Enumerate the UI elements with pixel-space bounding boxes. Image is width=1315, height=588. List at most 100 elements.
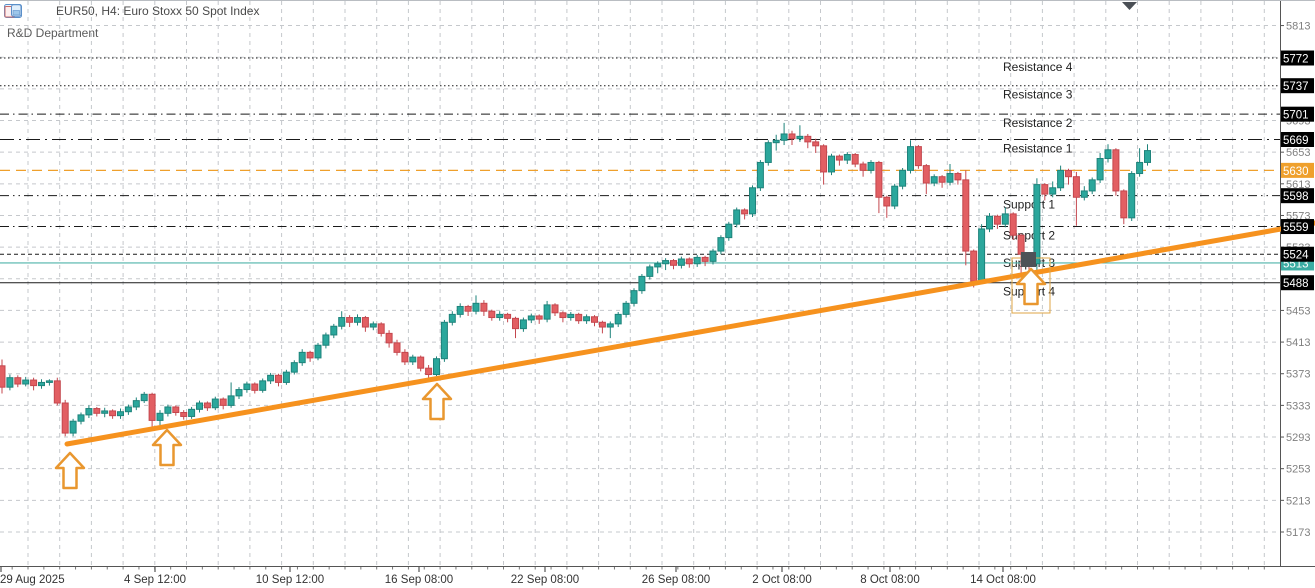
candle	[7, 378, 13, 387]
level-label: Support 1	[1003, 198, 1055, 212]
candle	[599, 322, 605, 327]
candle	[1145, 151, 1151, 163]
candle	[1034, 185, 1040, 264]
candle	[473, 303, 479, 311]
price-tick-label: 5293	[1286, 432, 1310, 444]
candle	[1089, 180, 1095, 191]
candle	[813, 142, 819, 146]
candle	[189, 409, 195, 416]
level-label: Resistance 2	[1003, 116, 1073, 130]
price-badge-label: 5598	[1283, 191, 1309, 203]
time-tick-label: 29 Aug 2025	[0, 574, 65, 586]
candle	[402, 352, 408, 361]
price-badge-label: 5559	[1283, 222, 1309, 234]
candle	[102, 411, 108, 413]
candle	[923, 166, 929, 183]
price-tick-label: 5413	[1286, 337, 1310, 349]
candle	[465, 306, 471, 311]
candle	[347, 318, 353, 323]
candle	[181, 413, 187, 417]
one-click-trading-icon[interactable]	[28, 4, 46, 18]
candle	[133, 401, 139, 407]
candle	[362, 318, 368, 327]
candle	[987, 216, 993, 229]
selection-handle[interactable]	[1021, 252, 1036, 267]
up-arrow-icon[interactable]	[153, 430, 181, 465]
candle	[157, 413, 163, 420]
candle	[908, 147, 914, 171]
candle	[1073, 177, 1079, 198]
candle	[110, 411, 116, 416]
candle	[663, 261, 669, 264]
trendline[interactable]	[67, 223, 1315, 444]
candle	[726, 224, 732, 237]
up-arrow-icon[interactable]	[423, 384, 451, 419]
candle	[718, 238, 724, 251]
candle	[631, 291, 637, 304]
candle	[434, 359, 440, 375]
candle	[46, 381, 52, 383]
candle	[528, 316, 534, 320]
candle	[1105, 150, 1111, 159]
candle	[655, 264, 661, 267]
price-badge-label: 5737	[1283, 81, 1309, 93]
candle	[212, 399, 218, 408]
time-tick-label: 4 Sep 12:00	[124, 574, 186, 586]
candle	[197, 403, 203, 409]
candle	[1081, 191, 1087, 197]
candle	[757, 162, 763, 187]
candle	[900, 170, 906, 186]
candle	[39, 382, 45, 385]
price-badge-label: 5669	[1283, 135, 1309, 147]
candle	[963, 180, 969, 251]
price-tick-label: 5453	[1286, 305, 1310, 317]
candle	[54, 381, 60, 403]
candle	[323, 335, 329, 345]
level-label: Resistance 4	[1003, 60, 1073, 74]
candle	[505, 314, 511, 318]
candle	[520, 320, 526, 329]
candle	[734, 210, 740, 224]
candle	[236, 390, 242, 396]
candle	[1010, 214, 1016, 235]
price-badge-label: 5701	[1283, 110, 1309, 122]
time-tick-label: 26 Sep 08:00	[642, 574, 710, 586]
candle	[1050, 188, 1056, 194]
chart-shift-marker[interactable]	[1122, 2, 1137, 10]
candle	[702, 257, 708, 261]
candle	[0, 366, 5, 387]
candle	[647, 267, 653, 276]
candle	[378, 324, 384, 333]
candle	[204, 403, 210, 408]
candle	[291, 363, 297, 372]
candle	[797, 136, 803, 138]
candle	[892, 186, 898, 206]
candle	[536, 316, 542, 319]
candle	[1129, 174, 1135, 218]
candle	[260, 381, 266, 390]
candle	[1002, 214, 1008, 224]
candle	[276, 375, 282, 382]
candle	[805, 136, 811, 142]
level-label: Resistance 1	[1003, 142, 1073, 156]
candle	[742, 210, 748, 214]
candle	[355, 318, 361, 323]
candle	[939, 177, 945, 183]
candle	[860, 164, 866, 170]
candle	[844, 155, 850, 161]
candle	[1042, 185, 1048, 194]
candle	[283, 372, 289, 382]
candle	[94, 409, 100, 414]
candle	[78, 415, 84, 421]
candle	[457, 306, 463, 314]
candle	[228, 396, 234, 405]
candle	[165, 407, 171, 413]
watermark: R&D Department	[7, 26, 98, 40]
time-tick-label: 2 Oct 08:00	[752, 574, 811, 586]
candle	[489, 311, 495, 317]
candle	[307, 352, 313, 358]
chart-header: EUR50, H4: Euro Stoxx 50 Spot Index	[4, 4, 259, 18]
candle	[441, 322, 447, 358]
